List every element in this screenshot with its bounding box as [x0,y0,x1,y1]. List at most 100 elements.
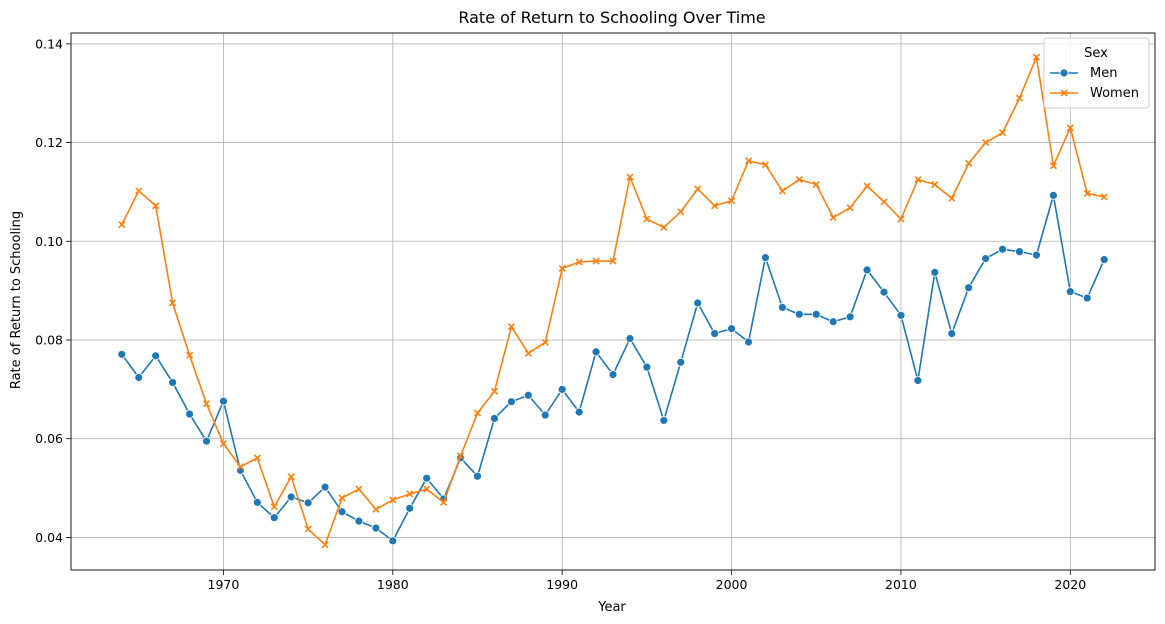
data-point-men [168,378,178,387]
data-point-men [540,410,550,420]
data-point-women [1083,189,1091,197]
data-point-men [896,310,906,320]
data-point-women [761,161,770,169]
data-point-men [845,312,855,322]
data-point-men [286,492,296,502]
data-point-women [490,387,499,395]
plot-frame [70,32,1156,571]
y-tick-label: 0.14 [35,36,63,51]
data-point-men [269,513,279,523]
x-tick-label: 2020 [1054,577,1086,592]
data-point-women [965,159,973,167]
data-point-women [524,349,532,357]
data-point-men [998,244,1007,254]
legend-marker-women [1060,89,1068,97]
data-point-men [676,357,686,367]
data-point-men [625,334,635,343]
data-point-women [626,173,634,181]
x-tick-label: 1990 [546,577,578,592]
data-point-women [135,187,143,195]
data-point-men [506,397,516,407]
data-point-women [321,541,329,549]
data-point-women [202,400,211,408]
data-point-women [660,223,668,232]
data-point-women [727,197,736,205]
data-point-women [389,496,397,504]
data-point-men [303,498,313,508]
data-point-men [557,384,567,394]
data-point-men [388,536,398,546]
data-point-women [1015,94,1024,102]
data-point-women [778,187,786,195]
data-point-men [913,376,923,385]
data-point-men [659,416,669,425]
x-axis: 1970 1980 1990 2000 2010 2020 [208,570,1086,592]
data-point-men [219,396,228,406]
legend-marker-men [1059,68,1069,78]
data-point-women [270,503,278,511]
data-point-men [252,497,262,507]
data-point-women [440,498,448,506]
data-point-women [304,525,312,533]
data-point-women [592,257,600,265]
data-point-men [761,253,770,262]
data-point-women [219,440,228,448]
legend-marker-men [1059,68,1069,78]
data-point-women [863,182,871,190]
data-point-women [1100,193,1108,201]
legend-box [1043,37,1150,109]
grid-lines [71,33,1155,570]
data-point-women [998,129,1007,137]
data-point-women [253,454,261,462]
data-point-men [473,471,482,481]
data-point-women [982,139,990,147]
data-point-men [744,337,753,347]
data-point-women [829,214,837,222]
series-women [118,53,1108,549]
data-point-women [152,202,160,210]
data-point-men [1082,293,1092,303]
data-point-women [338,494,346,502]
data-point-men [777,303,787,312]
data-point-men [727,324,736,334]
data-point-women [812,180,820,189]
data-point-men [981,254,991,263]
data-point-women [711,202,719,210]
data-point-women [473,409,482,417]
data-point-men [1032,250,1041,260]
data-point-men [591,347,601,357]
data-point-women [643,215,651,223]
y-tick-label: 0.06 [35,431,63,446]
data-point-men [642,362,652,372]
x-tick-label: 1970 [208,577,240,592]
data-point-men [693,298,703,308]
data-point-women [456,452,465,460]
x-axis-label: Year [597,600,626,615]
data-point-women [423,485,431,493]
data-point-women [677,208,685,216]
x-tick-label: 2010 [885,577,917,592]
data-point-women [880,198,888,206]
x-tick-label: 2000 [716,577,748,592]
data-point-women [236,463,244,471]
data-point-women [185,351,194,359]
x-tick-label: 1980 [377,577,409,592]
data-point-men [523,390,533,400]
data-point-women [287,473,295,481]
data-point-women [914,176,922,184]
data-point-men [185,409,194,419]
y-tick-label: 0.10 [35,234,63,249]
data-point-women [372,505,380,513]
data-point-women [931,180,939,189]
data-point-men [574,407,584,417]
data-point-men [811,309,821,319]
data-point-women [169,299,177,307]
data-point-women [846,204,854,212]
data-point-men [1065,287,1075,297]
data-point-men [320,482,330,492]
data-point-men [947,329,957,338]
legend: Sex Men Women [1043,37,1150,109]
data-point-men [930,267,940,277]
